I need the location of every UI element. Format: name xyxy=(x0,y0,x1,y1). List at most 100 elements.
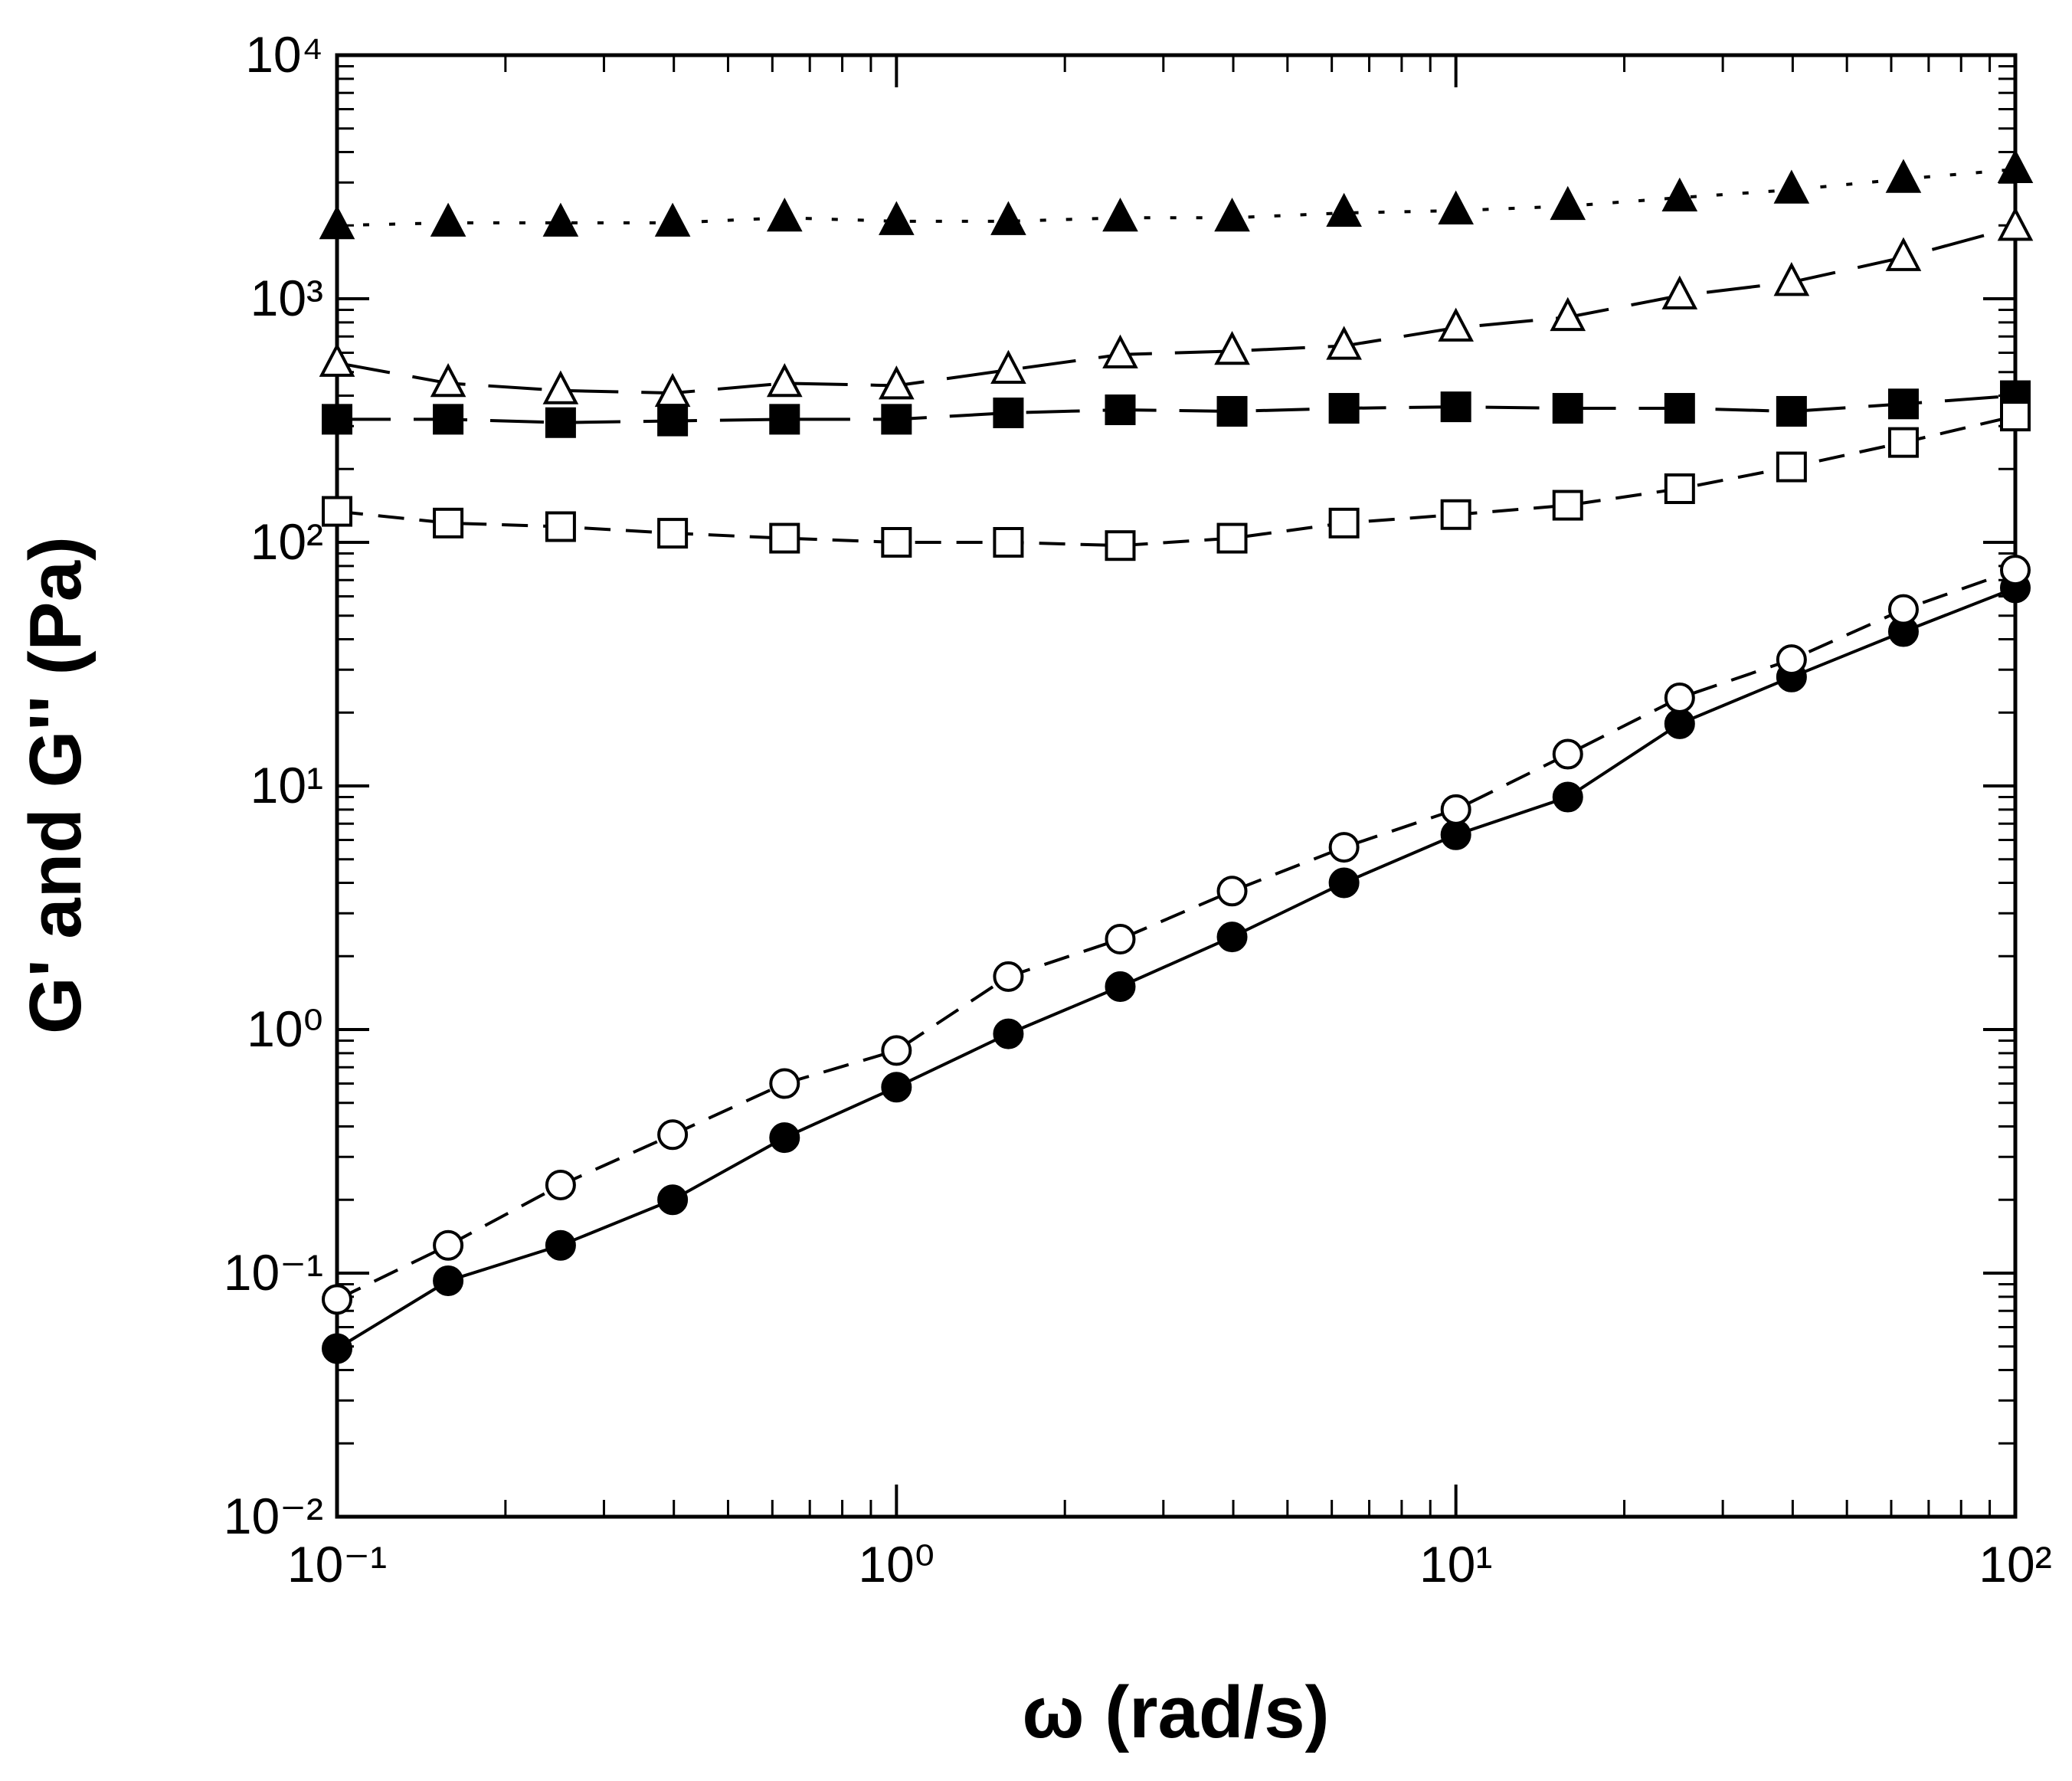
marker xyxy=(322,1333,352,1364)
series-line xyxy=(337,394,2016,424)
marker xyxy=(1773,262,1810,296)
marker xyxy=(1216,522,1248,554)
marker xyxy=(1438,190,1474,224)
y-tick-label: 10⁴ xyxy=(245,26,323,83)
y-tick-label: 10² xyxy=(250,513,323,570)
marker xyxy=(990,349,1026,384)
x-axis-label: ω (rad/s) xyxy=(1022,1671,1329,1753)
marker xyxy=(1328,393,1360,424)
marker xyxy=(1328,867,1360,899)
marker xyxy=(319,342,355,377)
marker xyxy=(1105,971,1136,1003)
marker xyxy=(1440,794,1471,825)
marker xyxy=(1552,393,1583,424)
marker xyxy=(881,404,912,435)
y-axis-label: G' and G'' (Pa) xyxy=(15,536,97,1034)
marker xyxy=(879,365,915,400)
marker xyxy=(769,1068,800,1099)
y-tick-label: 10¹ xyxy=(250,757,323,814)
y-tick-label: 10⁰ xyxy=(247,1000,323,1057)
x-tick-label: 10¹ xyxy=(1419,1536,1492,1593)
marker xyxy=(1326,192,1362,228)
marker xyxy=(545,511,576,542)
marker xyxy=(1328,832,1360,863)
marker xyxy=(322,496,352,527)
marker xyxy=(1102,334,1138,368)
marker xyxy=(1326,326,1362,360)
marker xyxy=(993,961,1024,992)
marker xyxy=(1216,395,1248,427)
marker xyxy=(990,201,1026,235)
marker xyxy=(1550,185,1586,221)
marker xyxy=(1661,275,1698,309)
y-tick-label: 10³ xyxy=(250,270,323,326)
marker xyxy=(1664,708,1695,739)
marker xyxy=(881,1035,912,1066)
marker xyxy=(1887,594,1919,625)
marker xyxy=(1664,473,1695,505)
marker xyxy=(1997,149,2034,183)
marker xyxy=(1997,207,2034,241)
marker xyxy=(1552,781,1583,813)
x-tick-label: 10⁻¹ xyxy=(287,1536,387,1593)
marker xyxy=(542,370,579,404)
series-line xyxy=(336,225,2016,395)
marker xyxy=(2000,555,2031,586)
marker xyxy=(1440,499,1471,530)
marker xyxy=(1661,177,1698,212)
x-tick-label: 10² xyxy=(1979,1536,2051,1593)
marker xyxy=(1102,197,1138,232)
marker xyxy=(769,404,800,435)
marker xyxy=(1438,307,1474,342)
marker xyxy=(881,1072,912,1103)
marker xyxy=(322,404,352,435)
marker xyxy=(1552,489,1583,521)
marker xyxy=(993,397,1024,428)
marker xyxy=(319,205,355,240)
marker xyxy=(1105,924,1136,955)
marker xyxy=(1105,394,1136,425)
marker xyxy=(1214,197,1250,232)
marker xyxy=(766,362,803,398)
marker xyxy=(654,372,691,408)
marker xyxy=(1664,393,1695,424)
marker xyxy=(769,1122,800,1154)
series-line xyxy=(336,414,2016,548)
marker xyxy=(657,1184,689,1216)
marker xyxy=(657,405,689,437)
marker xyxy=(1440,391,1471,423)
marker xyxy=(1773,169,1810,204)
marker xyxy=(1776,451,1807,483)
marker xyxy=(1885,159,1922,193)
marker xyxy=(1328,507,1360,539)
marker xyxy=(1776,395,1807,427)
series-line xyxy=(336,568,2016,1301)
marker xyxy=(1440,819,1471,850)
marker xyxy=(433,1265,464,1297)
series-line xyxy=(336,168,2016,228)
y-tick-label: 10⁻² xyxy=(224,1488,323,1544)
marker xyxy=(1885,237,1922,271)
marker xyxy=(322,1284,352,1315)
marker xyxy=(1214,330,1250,365)
marker xyxy=(433,1229,464,1261)
marker xyxy=(1887,388,1919,420)
x-tick-label: 10⁰ xyxy=(858,1536,935,1593)
marker xyxy=(657,518,689,549)
plot-frame xyxy=(335,53,2018,1519)
marker xyxy=(1664,682,1695,713)
marker xyxy=(769,522,800,554)
marker xyxy=(545,1229,576,1261)
marker xyxy=(1216,876,1248,907)
marker xyxy=(654,202,691,237)
marker xyxy=(433,507,464,539)
y-tick-label: 10⁻¹ xyxy=(224,1244,323,1301)
marker xyxy=(433,404,464,435)
marker xyxy=(545,407,576,438)
marker xyxy=(1550,296,1586,332)
marker xyxy=(1776,644,1807,676)
marker xyxy=(542,202,579,237)
marker xyxy=(657,1119,689,1151)
